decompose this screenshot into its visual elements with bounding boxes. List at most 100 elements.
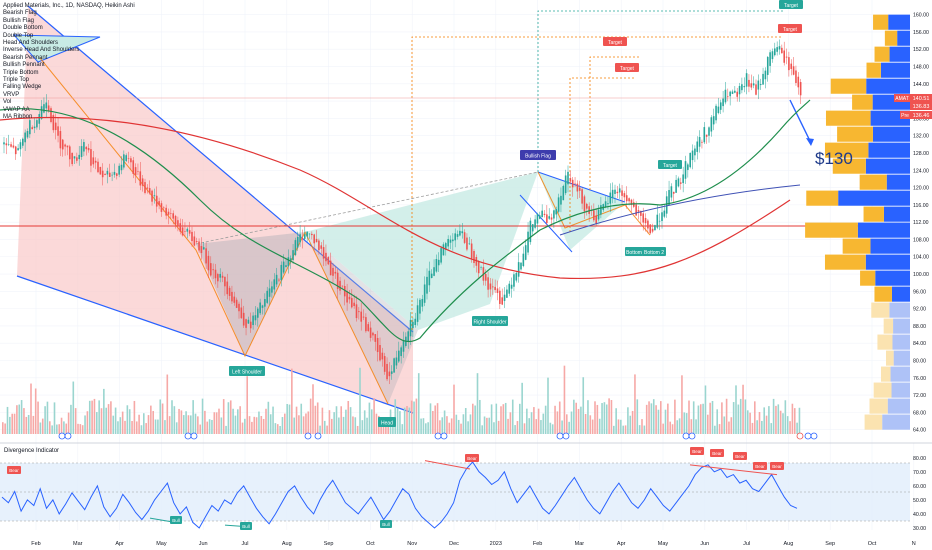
study-item[interactable]: Bullish Flag — [3, 17, 35, 24]
study-item[interactable]: Falling Wedge — [3, 84, 42, 91]
price-tick-label: 68.00 — [913, 410, 926, 416]
volume-bar — [754, 401, 756, 434]
volume-bar — [603, 402, 606, 434]
volume-bar — [319, 425, 321, 434]
study-item[interactable]: VRVP — [3, 91, 20, 98]
candle-body — [47, 105, 50, 111]
volume-bar — [74, 408, 77, 434]
volume-bar — [145, 423, 147, 434]
candle-body — [376, 337, 379, 353]
study-item[interactable]: VWAP AA — [3, 106, 30, 113]
volume-bar — [326, 425, 328, 434]
study-item[interactable]: Triple Top — [3, 77, 30, 84]
study-item[interactable]: Vol — [3, 99, 12, 106]
volume-bar — [208, 419, 211, 434]
candle-body — [527, 231, 529, 253]
event-marker-icon — [304, 432, 312, 440]
candle-body — [412, 321, 414, 329]
target-badge: Target — [778, 24, 802, 33]
candle-body — [233, 296, 236, 303]
candle-body — [5, 143, 8, 146]
study-item[interactable]: Double Bottom — [3, 25, 43, 32]
volume-bar — [526, 408, 528, 434]
study-item[interactable]: Bearish Flag — [3, 10, 37, 17]
study-item[interactable]: Head And Shoulders — [3, 40, 59, 47]
candle-body — [724, 89, 727, 103]
candle-body — [475, 257, 478, 266]
candle-body — [158, 201, 160, 206]
candle-body — [174, 215, 177, 225]
volume-bar — [150, 405, 152, 434]
time-tick-label: Dec — [449, 541, 459, 547]
volume-bar — [37, 401, 39, 434]
candle-body — [327, 257, 330, 265]
svg-text:140.51: 140.51 — [913, 96, 930, 102]
volume-bar — [420, 418, 422, 434]
volume-bar — [502, 404, 505, 434]
study-item[interactable]: Inverse Head And Shoulders — [3, 47, 80, 54]
target-line-4 — [589, 56, 640, 190]
volume-bar — [84, 415, 86, 434]
candle-body — [689, 152, 691, 168]
oscillator-axis[interactable]: 80.00 70.00 60.00 50.00 40.00 30.00 — [913, 456, 926, 532]
volume-bar — [168, 416, 171, 434]
candle-body — [400, 347, 402, 357]
candle-body — [73, 156, 76, 159]
volume-bar — [523, 423, 526, 434]
candle-body — [557, 197, 560, 212]
candle-body — [459, 230, 461, 236]
volume-bar — [573, 399, 575, 434]
candle-body — [731, 91, 734, 94]
candle-body — [456, 234, 459, 237]
study-item[interactable]: MA Ribbon — [3, 114, 33, 121]
bullish-flag-zone — [538, 172, 625, 250]
candle-body — [682, 174, 684, 184]
candle-body — [10, 144, 12, 147]
volume-bar — [119, 417, 122, 434]
volume-bar — [56, 424, 58, 434]
study-item[interactable]: Bearish Pennant — [3, 54, 48, 61]
candle-body — [792, 66, 795, 75]
volume-bar — [272, 406, 274, 434]
time-tick-label: Apr — [617, 541, 626, 547]
volume-bar — [312, 384, 314, 434]
volume-bar — [117, 421, 119, 434]
candle-body — [407, 331, 409, 342]
svg-text:136.83: 136.83 — [913, 104, 930, 110]
candle-body — [621, 190, 623, 196]
time-axis[interactable]: Feb Mar Apr May Jun Jul Aug Sep Oct Nov Dec 2023 Feb… — [31, 541, 916, 547]
volume-bar — [46, 401, 49, 434]
price-axis[interactable]: 160.00156.00152.00148.00144.00140.00136.… — [910, 0, 932, 443]
candle-body — [278, 279, 280, 281]
candle-body — [503, 294, 506, 301]
study-item[interactable]: Double Top — [3, 32, 34, 39]
candle-body — [583, 196, 586, 212]
candle-body — [177, 220, 179, 227]
volume-bar — [718, 424, 721, 434]
candle-body — [87, 147, 90, 151]
study-item[interactable]: Triple Bottom — [3, 69, 39, 76]
volume-bar — [596, 404, 599, 434]
candle-body — [85, 146, 88, 150]
vrvp-up-bar — [890, 366, 910, 382]
candle-body — [755, 84, 757, 95]
pre-badge: Pre — [900, 111, 910, 119]
volume-bar — [338, 417, 340, 434]
candle-body — [539, 215, 541, 219]
volume-bar — [213, 412, 216, 434]
volume-bar — [190, 415, 192, 434]
volume-bar — [744, 399, 747, 434]
candle-body — [783, 50, 785, 63]
candle-body — [607, 203, 609, 205]
candle-body — [461, 231, 464, 234]
candle-body — [26, 131, 29, 138]
volume-bar — [284, 413, 286, 434]
study-item[interactable]: Bullish Pennant — [3, 62, 45, 69]
candle-body — [644, 217, 647, 224]
symbol-title[interactable]: Applied Materials, Inc., 1D, NASDAQ, Hei… — [3, 3, 135, 9]
candle-body — [738, 86, 741, 95]
candle-body — [311, 233, 313, 236]
candle-body — [31, 127, 33, 130]
candle-body — [743, 86, 746, 88]
orange-pattern-right — [537, 171, 651, 236]
